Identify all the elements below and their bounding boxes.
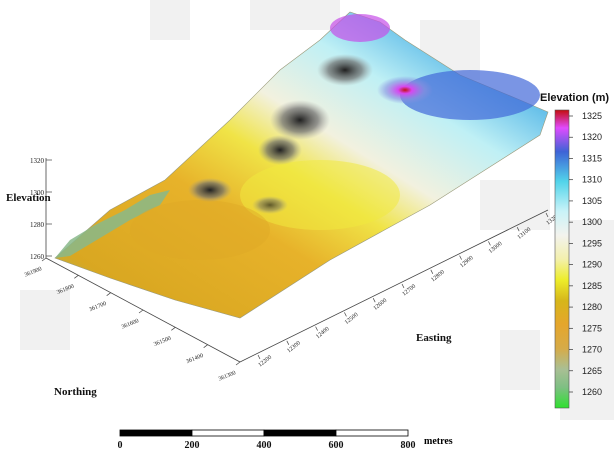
northing-axis-title: Northing <box>54 386 97 398</box>
legend-colorbar <box>554 109 570 409</box>
northing-tick-label: 361300 <box>218 370 237 382</box>
easting-tick <box>545 212 549 218</box>
elevation-tick-label: 1300 <box>30 189 45 197</box>
elevation-tick-label: 1280 <box>30 221 45 229</box>
easting-tick-label: 12800 <box>430 269 446 283</box>
surface-peak <box>377 76 433 104</box>
northing-tick-label: 361800 <box>56 284 75 296</box>
legend-tick-label: 1260 <box>582 387 602 397</box>
surface-shadow-2 <box>270 100 330 140</box>
easting-tick-label: 12700 <box>402 284 418 298</box>
surface-shadow-5 <box>252 196 288 214</box>
easting-tick-label: 12600 <box>373 298 389 312</box>
easting-tick <box>286 340 290 345</box>
northing-tick-label: 361900 <box>24 266 43 278</box>
northing-tick-label: 361400 <box>185 353 204 365</box>
easting-tick <box>430 269 434 274</box>
elevation-tick-label: 1260 <box>30 253 45 261</box>
surface-shadow-4 <box>188 178 232 202</box>
easting-tick <box>372 298 376 303</box>
scale-bar-segment <box>263 429 337 437</box>
northing-tick <box>171 327 176 331</box>
scale-bar-segment <box>191 429 265 437</box>
surface-shadow-3 <box>258 135 302 165</box>
easting-tick-label: 13000 <box>488 241 504 255</box>
legend-tick-label: 1270 <box>582 345 602 355</box>
legend-tick-label: 1310 <box>582 175 602 185</box>
legend-tick-label: 1315 <box>582 153 602 163</box>
northing-tick <box>138 309 144 314</box>
scale-bar: 0 200 400 600 800 <box>118 429 416 450</box>
easting-tick <box>516 227 520 232</box>
legend-tick-label: 1300 <box>582 217 602 227</box>
legend-tick-label: 1280 <box>582 302 602 312</box>
easting-tick-label: 13100 <box>517 227 533 241</box>
surface-magenta-ridge-top <box>330 14 390 42</box>
legend-tick-label: 1285 <box>582 281 602 291</box>
legend-tick-label: 1290 <box>582 260 602 270</box>
legend-tick-label: 1320 <box>582 132 602 142</box>
easting-tick-label: 12300 <box>286 340 302 354</box>
easting-tick-label: 12500 <box>344 312 360 326</box>
easting-tick <box>344 312 347 317</box>
easting-tick <box>401 283 405 289</box>
easting-tick <box>459 255 462 260</box>
scale-bar-label: 600 <box>329 440 344 450</box>
elevation-tick-label: 1320 <box>30 157 45 165</box>
surface-yellow-band <box>240 160 400 230</box>
scale-bar-segment <box>119 429 193 437</box>
legend-title: Elevation (m) <box>540 92 610 104</box>
legend-tick-label: 1265 <box>582 366 602 376</box>
northing-tick-label: 361600 <box>121 318 140 330</box>
legend-tick-label: 1275 <box>582 323 602 333</box>
scale-bar-label: 200 <box>185 440 200 450</box>
easting-axis-title: Easting <box>416 332 452 344</box>
northing-tick <box>203 344 208 348</box>
northing-tick <box>74 275 79 279</box>
surface-gold-area <box>130 200 270 260</box>
scale-bar-segment <box>335 429 409 437</box>
scale-bar-label: 800 <box>401 440 416 450</box>
legend-ticks: 1325 1320 1315 1310 1305 1300 1295 1290 1285 1280… <box>569 111 602 397</box>
northing-tick <box>235 361 241 366</box>
legend-tick-label: 1305 <box>582 196 602 206</box>
easting-tick-label: 12900 <box>459 255 475 269</box>
northing-tick <box>106 292 111 296</box>
easting-tick-label: 12400 <box>315 326 331 340</box>
northing-tick-label: 361700 <box>88 301 107 313</box>
scale-bar-label: 400 <box>257 440 272 450</box>
scale-bar-unit: metres <box>424 436 453 447</box>
easting-tick <box>315 326 318 331</box>
scale-bar-label: 0 <box>118 440 123 450</box>
easting-tick-label: 12200 <box>258 355 274 369</box>
legend-tick-label: 1295 <box>582 238 602 248</box>
elevation-axis-title: Elevation <box>6 192 51 204</box>
northing-tick-label: 361500 <box>153 336 172 348</box>
surface-blue-plateau <box>400 70 540 120</box>
surface-green-ridge <box>55 190 170 258</box>
elevation-axis: 1320 1300 1280 1260 <box>30 157 52 261</box>
easting-tick <box>488 241 491 246</box>
easting-tick <box>257 354 261 360</box>
surface-shadow-1 <box>317 54 373 86</box>
legend-tick-label: 1325 <box>582 111 602 121</box>
northing-tick <box>41 257 47 262</box>
